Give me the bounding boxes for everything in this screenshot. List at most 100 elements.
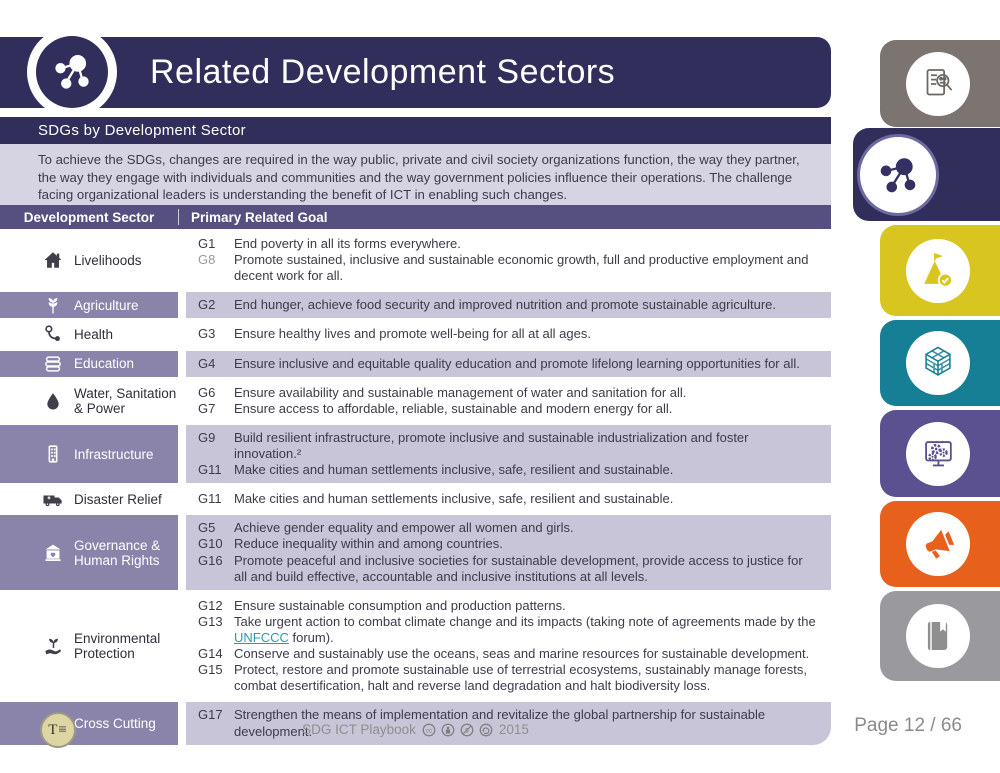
house-icon	[41, 248, 65, 272]
sidebar-tab-document-search[interactable]	[880, 40, 1000, 127]
section-title-bar: SDGs by Development Sector	[0, 117, 831, 144]
sector-label: Infrastructure	[74, 446, 154, 462]
goal-text: Promote peaceful and inclusive societies…	[234, 552, 803, 584]
megaphone-icon	[906, 512, 970, 576]
goal-text: Reduce inequality within and among count…	[234, 536, 503, 552]
cc-by-icon	[441, 723, 455, 736]
sidebar-tab-reference[interactable]	[880, 591, 1000, 681]
goal-text: Achieve gender equality and empower all …	[234, 520, 574, 536]
publisher-logo: T≡	[40, 712, 76, 748]
document-search-icon	[906, 51, 970, 116]
unfccc-link[interactable]: UNFCCC	[234, 629, 289, 645]
sector-table: Livelihoods G1 End poverty in all its for…	[0, 231, 831, 745]
building-icon	[41, 442, 65, 466]
goal-text: Take urgent action to combat climate cha…	[234, 614, 817, 646]
table-row-education: Education G4 Ensure inclusive and equitab…	[0, 350, 831, 377]
goal-text: Strengthen the means of implementation a…	[234, 707, 766, 739]
network-icon	[860, 136, 936, 213]
goal-id: G2	[198, 297, 216, 313]
goal-text: Build resilient infrastructure, promote …	[234, 429, 749, 461]
table-row-agriculture: Agriculture G2 End hunger, achieve food s…	[0, 292, 831, 319]
goal-id: G15	[198, 662, 223, 678]
goal-text: Ensure availability and sustainable mana…	[234, 384, 687, 400]
sector-label: Education	[74, 356, 135, 372]
svg-text:cc: cc	[426, 727, 432, 734]
table-row-water-sanitation-power: Water, Sanitation & Power G6 Ensure avail…	[0, 380, 831, 422]
footer-brand: SDG ICT Playbook	[302, 722, 416, 737]
network-icon	[36, 36, 108, 108]
sector-label: Health	[74, 326, 114, 342]
goal-id: G5	[198, 520, 216, 536]
table-row-governance-human-rights: Governance & Human Rights G5 Achieve gend…	[0, 515, 831, 590]
cc-sa-icon	[479, 723, 493, 736]
table-row-infrastructure: Infrastructure G9 Build resilient infrast…	[0, 424, 831, 484]
section-title: SDGs by Development Sector	[38, 122, 246, 139]
cc-nc-icon: $	[460, 723, 474, 736]
sector-label: Governance & Human Rights	[74, 537, 161, 568]
sector-label: Disaster Relief	[74, 491, 162, 507]
table-header: Development Sector Primary Related Goal	[0, 205, 831, 229]
goal-id: G8	[198, 252, 216, 268]
cc-icon: cc	[422, 723, 436, 736]
table-row-environmental-protection: Environmental Protection G12 Ensure susta…	[0, 593, 831, 700]
goal-id: G9	[198, 429, 216, 445]
sector-label: Agriculture	[74, 297, 139, 313]
goal-text: Promote sustained, inclusive and sustain…	[234, 252, 809, 284]
goal-text: Ensure inclusive and equitable quality e…	[234, 355, 800, 371]
sector-label: Water, Sanitation & Power	[74, 385, 177, 416]
mountain-check-icon	[906, 238, 970, 303]
section-badge	[27, 27, 117, 117]
table-row-health: Health G3 Ensure healthy lives and promot…	[0, 321, 831, 347]
sector-label: Livelihoods	[74, 252, 142, 268]
goal-text: Make cities and human settlements inclus…	[234, 491, 674, 507]
wheat-icon	[41, 293, 65, 317]
goal-text: Protect, restore and promote sustainable…	[234, 662, 807, 694]
goal-id: G14	[198, 646, 223, 662]
goal-id: G4	[198, 355, 216, 371]
goal-text: Conserve and sustainably use the oceans,…	[234, 646, 810, 662]
goal-id: G11	[198, 462, 222, 478]
goal-text: Ensure sustainable consumption and produ…	[234, 597, 566, 613]
goal-id: G11	[198, 491, 222, 507]
cube-icon	[906, 331, 970, 395]
goal-text: End poverty in all its forms everywhere.	[234, 236, 461, 251]
goal-id: G7	[198, 400, 216, 416]
table-row-livelihoods: Livelihoods G1 End poverty in all its for…	[0, 231, 831, 289]
goal-text: Make cities and human settlements inclus…	[234, 462, 674, 478]
book-icon	[906, 604, 970, 668]
goal-text-before: Take urgent action to combat climate cha…	[234, 613, 816, 629]
goal-id: G10	[198, 536, 223, 552]
sidebar-tab-related-sectors-active[interactable]	[853, 128, 1000, 221]
goal-text-after: forum).	[288, 629, 334, 645]
goal-id: G6	[198, 384, 216, 400]
sidebar-tab-outreach[interactable]	[880, 501, 1000, 587]
sidebar-tab-technology[interactable]	[880, 410, 1000, 497]
goal-id: G12	[198, 597, 223, 613]
page-number: Page 12 / 66	[854, 715, 962, 736]
ambulance-icon	[41, 487, 65, 511]
column-header-goal: Primary Related Goal	[191, 209, 328, 225]
column-divider	[178, 209, 179, 225]
sector-label: Environmental Protection	[74, 631, 161, 662]
sidebar-tab-goals[interactable]	[880, 225, 1000, 316]
sidebar-tab-building-blocks[interactable]	[880, 320, 1000, 406]
droplet-icon	[41, 389, 65, 413]
column-header-sector: Development Sector	[23, 209, 155, 225]
goal-id: G13	[198, 613, 223, 629]
page-header-banner: Related Development Sectors	[0, 37, 831, 108]
table-row-disaster-relief: Disaster Relief G11 Make cities and human…	[0, 486, 831, 512]
stethoscope-icon	[41, 322, 65, 346]
goal-text: Ensure healthy lives and promote well-be…	[234, 326, 591, 342]
goal-id: G17	[198, 707, 223, 723]
goal-text: Ensure access to affordable, reliable, s…	[234, 400, 673, 416]
table-row-cross-cutting: Cross Cutting G17 Strengthen the means of…	[0, 702, 831, 745]
institution-heart-icon	[41, 541, 65, 565]
footer-credit: SDG ICT Playbook cc $ 2015	[0, 722, 831, 737]
creative-commons-icons: cc $	[422, 723, 493, 737]
goal-id: G1	[198, 236, 216, 251]
monitor-gears-icon	[906, 421, 970, 486]
goal-id: G16	[198, 552, 223, 568]
hand-plant-icon	[41, 634, 65, 658]
sector-label: Cross Cutting	[74, 716, 156, 732]
